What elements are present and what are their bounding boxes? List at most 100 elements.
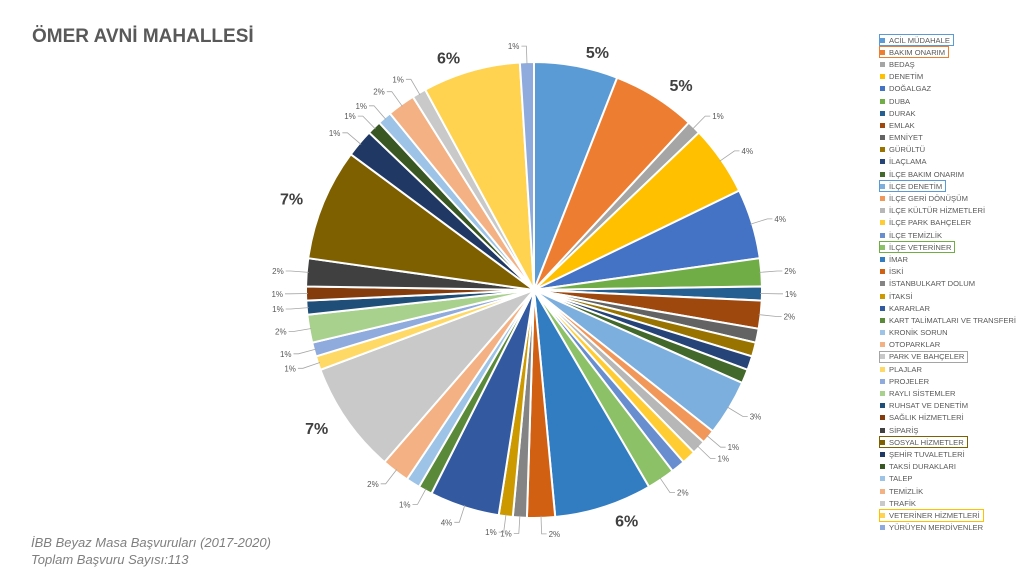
- legend-item: EMLAK: [880, 119, 1028, 131]
- legend-label: EMLAK: [889, 120, 915, 130]
- data-label: 3%: [750, 412, 762, 421]
- legend-label: İSTANBULKART DOLUM: [889, 279, 976, 289]
- data-label: 1%: [355, 102, 367, 111]
- legend-item: PLAJLAR: [880, 363, 1028, 375]
- legend-label: ACİL MÜDAHALE: [889, 35, 950, 45]
- legend-item: KARARLAR: [880, 302, 1028, 314]
- data-label: 4%: [742, 147, 754, 156]
- legend-item: DOĞALGAZ: [880, 83, 1028, 95]
- leader-line: [692, 115, 711, 130]
- leader-line: [697, 445, 716, 459]
- leader-line: [758, 314, 782, 317]
- legend-swatch: [880, 476, 885, 482]
- legend-label: BAKIM ONARIM: [889, 47, 946, 57]
- legend-swatch: [880, 525, 885, 531]
- legend-label: DOĞALGAZ: [889, 84, 932, 94]
- leader-line: [293, 348, 317, 355]
- legend-swatch: [880, 415, 885, 421]
- leader-line: [288, 328, 312, 332]
- legend-swatch: [880, 378, 885, 384]
- legend-swatch: [880, 269, 885, 275]
- legend-item: İMAR: [880, 253, 1028, 265]
- legend-item: TRAFİK: [880, 497, 1028, 509]
- legend-item: İSTANBULKART DOLUM: [880, 278, 1028, 290]
- legend-swatch: [880, 232, 885, 238]
- legend-swatch: [880, 451, 885, 457]
- data-label: 4%: [774, 215, 786, 224]
- legend-item: İLÇE VETERİNER: [879, 241, 956, 254]
- legend-label: PARK VE BAHÇELER: [889, 352, 965, 362]
- legend-label: SAĞLIK HİZMETLERİ: [889, 413, 964, 423]
- data-label: 7%: [305, 421, 328, 438]
- leader-line: [285, 307, 309, 310]
- legend-item: İTAKSİ: [880, 290, 1028, 302]
- legend-swatch: [880, 464, 885, 470]
- legend-label: SİPARİŞ: [889, 425, 919, 435]
- data-label: 1%: [392, 75, 404, 84]
- legend-label: TRAFİK: [889, 498, 917, 508]
- legend-label: SOSYAL HİZMETLER: [889, 437, 964, 447]
- leader-line: [369, 105, 387, 120]
- legend-label: YÜRÜYEN MERDİVENLER: [889, 523, 984, 533]
- legend-swatch: [880, 281, 885, 287]
- legend-label: İSKİ: [889, 267, 904, 277]
- legend-label: TEMİZLİK: [889, 486, 924, 496]
- legend-item: DUBA: [880, 95, 1028, 107]
- legend-label: BEDAŞ: [889, 59, 915, 69]
- leader-line: [750, 218, 773, 225]
- legend-item: KRONİK SORUN: [880, 327, 1028, 339]
- data-label: 4%: [441, 518, 453, 527]
- legend-swatch: [880, 86, 885, 92]
- legend-label: İMAR: [889, 254, 908, 264]
- data-label: 7%: [280, 191, 303, 208]
- legend-item: İLÇE TEMİZLİK: [880, 229, 1028, 241]
- legend-swatch: [880, 488, 885, 494]
- legend-item: DENETİM: [880, 71, 1028, 83]
- legend-swatch: [880, 147, 885, 153]
- legend-label: RAYLI SİSTEMLER: [889, 389, 956, 399]
- legend-swatch: [880, 208, 885, 214]
- leader-line: [659, 477, 675, 494]
- legend-swatch: [880, 293, 885, 299]
- legend-label: DURAK: [889, 108, 916, 118]
- legend-swatch: [880, 98, 885, 104]
- leader-line: [521, 45, 528, 65]
- legend-swatch: [880, 305, 885, 311]
- legend-swatch: [880, 135, 885, 141]
- data-label: 1%: [500, 530, 512, 539]
- legend-label: İLÇE TEMİZLİK: [889, 230, 943, 240]
- legend-item: YÜRÜYEN MERDİVENLER: [880, 522, 1028, 534]
- legend-swatch: [880, 244, 885, 250]
- legend-label: PLAJLAR: [889, 364, 922, 374]
- legend-swatch: [880, 49, 885, 55]
- data-label: 2%: [373, 88, 385, 97]
- data-label: 1%: [728, 443, 740, 452]
- legend-label: İLÇE BAKIM ONARIM: [889, 169, 965, 179]
- leader-line: [498, 514, 507, 533]
- legend-swatch: [880, 37, 885, 43]
- legend-item: SİPARİŞ: [880, 424, 1028, 436]
- legend-item: PROJELER: [880, 375, 1028, 387]
- legend-item: İLÇE BAKIM ONARIM: [880, 168, 1028, 180]
- legend-item: TEMİZLİK: [880, 485, 1028, 497]
- leader-line: [759, 270, 783, 273]
- legend-item: ACİL MÜDAHALE: [879, 34, 954, 47]
- legend-label: İLÇE VETERİNER: [889, 242, 952, 252]
- legend-swatch: [880, 122, 885, 128]
- data-label: 6%: [615, 513, 638, 530]
- leader-line: [285, 270, 309, 273]
- legend-item: OTOPARKLAR: [880, 339, 1028, 351]
- legend-label: GÜRÜLTÜ: [889, 145, 926, 155]
- leader-line: [412, 488, 427, 505]
- legend-label: İTAKSİ: [889, 291, 913, 301]
- legend-item: İLAÇLAMA: [880, 156, 1028, 168]
- legend-item: TAKSİ DURAKLARI: [880, 461, 1028, 473]
- legend-item: RAYLI SİSTEMLER: [880, 387, 1028, 399]
- legend-swatch: [880, 354, 885, 360]
- legend-item: SAĞLIK HİZMETLERİ: [880, 412, 1028, 424]
- legend-swatch: [880, 439, 885, 445]
- legend-swatch: [880, 391, 885, 397]
- footnote: İBB Beyaz Masa Başvuruları (2017-2020) T…: [31, 534, 271, 568]
- leader-line: [513, 515, 521, 534]
- legend-label: TALEP: [889, 474, 913, 484]
